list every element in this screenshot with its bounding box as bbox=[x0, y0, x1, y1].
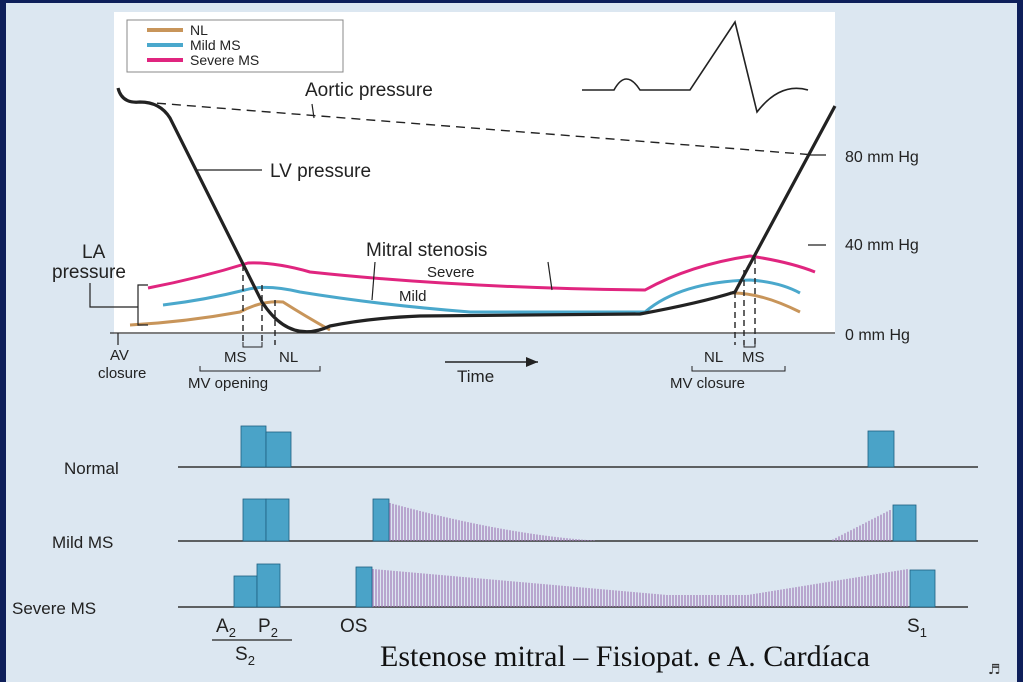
mitral-pointer-severe bbox=[547, 261, 553, 291]
mv-close-ms-label: MS bbox=[742, 349, 765, 366]
mv-closure-bracket bbox=[691, 366, 786, 372]
mv-close-nl-label: NL bbox=[704, 349, 723, 366]
av-closure-line1: AV bbox=[110, 347, 129, 364]
la-bracket bbox=[137, 284, 148, 326]
lv-pressure-label: LV pressure bbox=[270, 161, 371, 182]
normal-a2-bar bbox=[240, 425, 267, 468]
mitral-stenosis-label: Mitral stenosis bbox=[366, 240, 487, 261]
legend: NL Mild MS Severe MS bbox=[126, 19, 344, 73]
mv-opening-label: MV opening bbox=[188, 375, 268, 392]
ecg-trace bbox=[582, 20, 809, 114]
mv-closure-label: MV closure bbox=[670, 375, 745, 392]
mild-diastolic-murmur bbox=[389, 503, 595, 541]
av-closure-line2: closure bbox=[98, 365, 146, 382]
la-label-leader bbox=[89, 283, 138, 308]
row-label-severe: Severe MS bbox=[12, 599, 96, 618]
la-curve-normal-late bbox=[729, 291, 801, 314]
mild-a2-bar bbox=[242, 498, 267, 542]
la-curve-mild bbox=[162, 278, 801, 314]
a2-label: A2 bbox=[216, 616, 236, 640]
la-label-line2: pressure bbox=[52, 262, 126, 283]
y-tick-0: 0 mm Hg bbox=[845, 327, 910, 344]
legend-label-mild: Mild MS bbox=[190, 37, 241, 53]
lv-pressure-curve bbox=[116, 87, 837, 334]
normal-s1-bar bbox=[867, 430, 895, 468]
os-label: OS bbox=[340, 616, 367, 637]
mv-open-bracket bbox=[242, 342, 263, 348]
mv-open-nl-label: NL bbox=[279, 349, 298, 366]
s1-label: S1 bbox=[907, 616, 927, 640]
y-tick-40: 40 mm Hg bbox=[845, 237, 919, 254]
severe-a2-bar bbox=[233, 575, 258, 608]
aortic-pressure-line bbox=[141, 101, 816, 156]
mild-os-bar bbox=[372, 498, 390, 542]
mv-opening-bracket bbox=[199, 366, 321, 372]
legend-label-severe: Severe MS bbox=[190, 52, 259, 68]
slide-caption: Estenose mitral – Fisiopat. e A. Cardíac… bbox=[380, 640, 870, 673]
severe-s1-bar bbox=[909, 569, 936, 608]
mild-s1-bar bbox=[892, 504, 917, 542]
mild-curve-label: Mild bbox=[399, 288, 427, 305]
normal-p2-bar bbox=[265, 431, 292, 468]
mitral-pointer-mild bbox=[371, 261, 376, 301]
severe-os-bar bbox=[355, 566, 373, 608]
la-curve-normal bbox=[129, 300, 331, 332]
s2-label: S2 bbox=[235, 644, 255, 668]
row-label-mild: Mild MS bbox=[52, 533, 113, 552]
mild-p2-bar bbox=[265, 498, 290, 542]
y-tick-80: 80 mm Hg bbox=[845, 149, 919, 166]
time-arrow-head bbox=[526, 357, 538, 367]
row-label-normal: Normal bbox=[64, 459, 119, 478]
la-label-line1: LA bbox=[82, 242, 106, 263]
mv-open-ms-label: MS bbox=[224, 349, 247, 366]
severe-curve-label: Severe bbox=[427, 264, 475, 281]
aortic-pressure-label: Aortic pressure bbox=[305, 80, 433, 101]
time-label: Time bbox=[457, 367, 494, 386]
severe-p2-bar bbox=[256, 563, 281, 608]
mv-close-bracket-small bbox=[743, 342, 756, 348]
mild-presystolic-murmur bbox=[832, 510, 891, 541]
legend-label-nl: NL bbox=[190, 22, 208, 38]
p2-label: P2 bbox=[258, 616, 278, 640]
speaker-icon[interactable]: ♬ bbox=[988, 662, 1001, 678]
aortic-pointer bbox=[311, 103, 315, 119]
severe-diastolic-murmur bbox=[372, 569, 908, 607]
